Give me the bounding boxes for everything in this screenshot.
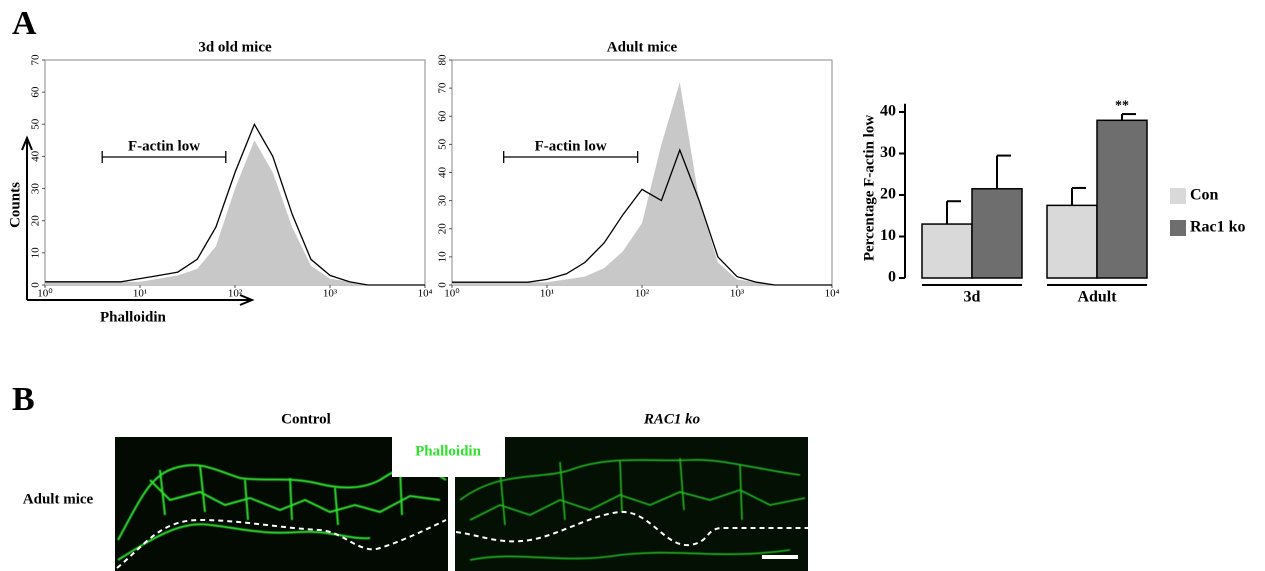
y-tick-label: 40 xyxy=(30,150,42,162)
axis-arrow xyxy=(27,294,255,306)
y-tick-label: 30 xyxy=(30,183,42,195)
y-tick-label: 80 xyxy=(437,54,449,66)
legend-swatch xyxy=(1170,220,1186,236)
stain-label-box xyxy=(392,437,505,477)
x-tick-label: 10³ xyxy=(323,288,338,300)
x-tick-label: 10² xyxy=(635,288,650,300)
y-tick-label: 70 xyxy=(30,54,42,66)
legend-label: Con xyxy=(1190,187,1219,204)
y-tick-label: 40 xyxy=(880,103,896,120)
y-tick-label: 60 xyxy=(30,86,42,98)
y-tick-label: 50 xyxy=(30,118,42,129)
y-tick-label: 30 xyxy=(880,144,896,161)
column-label: RAC1 ko xyxy=(643,411,700,427)
y-tick-label: 70 xyxy=(437,82,449,94)
x-tick-label: 10¹ xyxy=(540,288,554,300)
stain-label: Phalloidin xyxy=(415,443,482,459)
panel-label: A xyxy=(12,5,37,42)
significance: ** xyxy=(1115,98,1129,113)
x-tick-label: 10⁰ xyxy=(37,288,53,300)
column-label: Control xyxy=(281,411,331,427)
y-tick-label: 60 xyxy=(437,110,449,122)
chart-title: Adult mice xyxy=(607,39,678,55)
y-tick-label: 20 xyxy=(30,215,42,227)
y-tick-label: 40 xyxy=(437,167,449,179)
legend-label: Rac1 ko xyxy=(1190,219,1246,236)
micrograph-right xyxy=(455,437,808,571)
histogram-line xyxy=(452,148,832,286)
x-tick-label: 10³ xyxy=(730,288,745,300)
x-tick-label: 10¹ xyxy=(133,288,147,300)
x-tick-label: Adult xyxy=(1077,289,1117,306)
x-tick-label: 10⁴ xyxy=(825,288,840,300)
y-tick-label: 10 xyxy=(30,247,42,259)
histogram-area xyxy=(452,82,832,285)
y-tick-label: 50 xyxy=(437,138,449,150)
x-tick-label: 10⁴ xyxy=(418,288,433,300)
bar xyxy=(1096,119,1148,279)
axis-arrow xyxy=(21,135,33,300)
y-tick-label: 20 xyxy=(880,186,896,203)
chart-title: 3d old mice xyxy=(198,39,272,55)
y-axis-label: Percentage F-actin low xyxy=(861,115,877,262)
x-tick-label: 10² xyxy=(228,288,243,300)
y-tick-label: 10 xyxy=(880,227,896,244)
y-tick-label: 20 xyxy=(437,223,449,235)
annotation: F-actin low xyxy=(128,138,200,154)
row-label: Adult mice xyxy=(23,491,94,507)
x-tick-label: 3d xyxy=(964,289,981,306)
y-tick-label: 10 xyxy=(437,251,449,263)
histogram-line xyxy=(45,122,425,286)
bar xyxy=(971,188,1023,279)
x-tick-label: 10⁰ xyxy=(444,288,460,300)
y-tick-label: 0 xyxy=(888,269,896,286)
y-tick-label: 0 xyxy=(30,282,42,288)
y-axis-label: Counts xyxy=(7,182,23,228)
histogram-area xyxy=(45,140,425,285)
legend-swatch xyxy=(1170,188,1186,204)
bar xyxy=(1046,204,1098,279)
bar xyxy=(921,223,973,279)
annotation: F-actin low xyxy=(535,138,607,154)
y-tick-label: 30 xyxy=(437,195,449,207)
x-axis-label: Phalloidin xyxy=(100,309,167,325)
panel-label: B xyxy=(12,381,35,418)
y-tick-label: 0 xyxy=(437,282,449,288)
